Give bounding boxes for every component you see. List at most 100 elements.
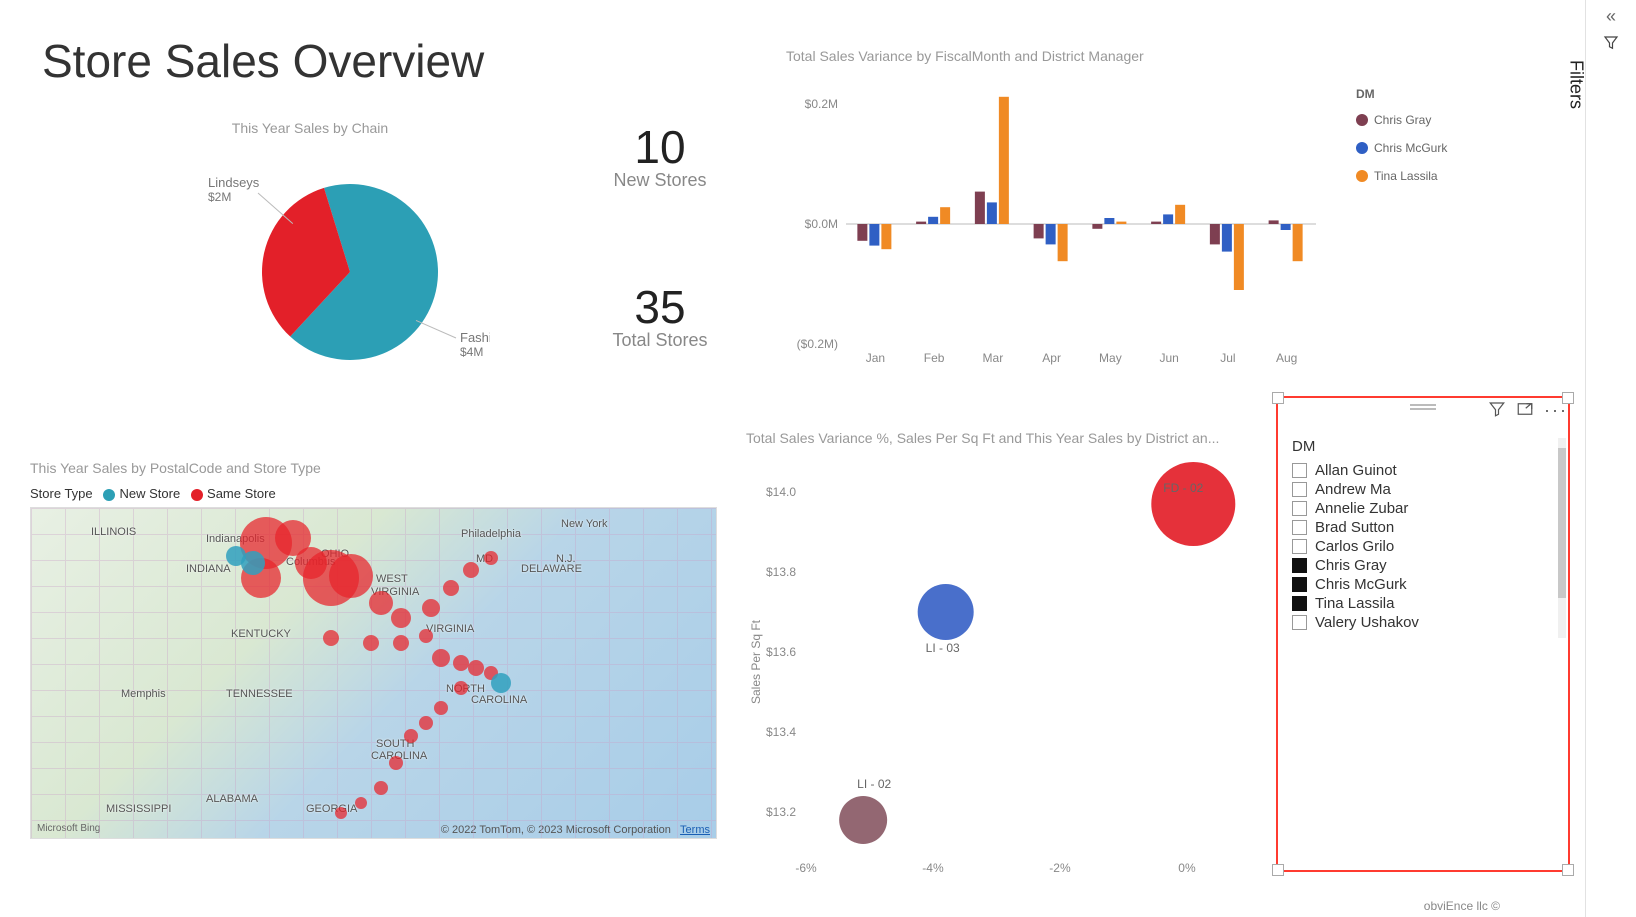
drag-handle-icon[interactable]	[1410, 404, 1436, 410]
checkbox-icon[interactable]	[1292, 463, 1307, 478]
map-bubble-same-store[interactable]	[454, 681, 468, 695]
variance-title: Total Sales Variance by FiscalMonth and …	[786, 48, 1486, 64]
slicer-item[interactable]: Carlos Grilo	[1292, 537, 1554, 556]
dm-slicer[interactable]: ··· DM Allan GuinotAndrew Ma Annelie Zuba…	[1276, 396, 1570, 872]
slicer-item[interactable]: Chris McGurk	[1292, 575, 1554, 594]
filter-icon[interactable]	[1488, 400, 1506, 418]
more-options-icon[interactable]: ···	[1544, 400, 1562, 418]
slicer-item[interactable]: Valery Ushakov	[1292, 613, 1554, 632]
slicer-scrollbar-thumb[interactable]	[1558, 448, 1566, 598]
expand-filters-icon[interactable]: «	[1606, 6, 1616, 27]
resize-handle-tl[interactable]	[1272, 392, 1284, 404]
map-bubble-same-store[interactable]	[434, 701, 448, 715]
map-legend-dot-same	[191, 489, 203, 501]
svg-text:$4M: $4M	[460, 345, 483, 359]
variance-svg: $0.2M$0.0M($0.2M)JanFebMarAprMayJunJulAu…	[786, 68, 1486, 368]
slicer-item[interactable]: Tina Lassila	[1292, 594, 1554, 613]
slicer-item[interactable]: Annelie Zubar	[1292, 499, 1554, 518]
slicer-item[interactable]: Chris Gray	[1292, 556, 1554, 575]
svg-text:FD - 02: FD - 02	[1163, 481, 1203, 495]
slicer-scrollbar[interactable]	[1558, 438, 1566, 638]
map-bubble-same-store[interactable]	[432, 649, 450, 667]
map-bubble-same-store[interactable]	[369, 591, 393, 615]
resize-handle-bl[interactable]	[1272, 864, 1284, 876]
svg-text:-2%: -2%	[1049, 861, 1071, 875]
map-legend-dot-new	[103, 489, 115, 501]
kpi-total-stores-label: Total Stores	[580, 330, 740, 351]
map-bubble-same-store[interactable]	[393, 635, 409, 651]
scatter-title: Total Sales Variance %, Sales Per Sq Ft …	[746, 430, 1236, 446]
focus-mode-icon[interactable]	[1516, 400, 1534, 418]
svg-text:Tina Lassila: Tina Lassila	[1374, 169, 1438, 183]
map-bubble-same-store[interactable]	[468, 660, 484, 676]
checkbox-icon[interactable]	[1292, 501, 1307, 516]
kpi-new-stores-value: 10	[590, 120, 730, 174]
svg-text:DM: DM	[1356, 87, 1375, 101]
map-bubble-same-store[interactable]	[389, 756, 403, 770]
map-bubble-same-store[interactable]	[422, 599, 440, 617]
slicer-item[interactable]: Brad Sutton	[1292, 518, 1554, 537]
filters-icon	[1602, 34, 1620, 52]
map-bubble-same-store[interactable]	[453, 655, 469, 671]
svg-text:$13.8: $13.8	[766, 565, 796, 579]
svg-text:$13.6: $13.6	[766, 645, 796, 659]
checkbox-icon[interactable]	[1292, 520, 1307, 535]
svg-text:Fashions Direct: Fashions Direct	[460, 330, 490, 345]
scatter-chart: Total Sales Variance %, Sales Per Sq Ft …	[746, 430, 1236, 870]
slicer-item-label: Chris Gray	[1315, 557, 1387, 574]
map-bubble-same-store[interactable]	[329, 554, 373, 598]
map-visual[interactable]: Microsoft Bing © 2022 TomTom, © 2023 Mic…	[30, 507, 717, 839]
footer-credit: obviEnce llc ©	[1424, 899, 1500, 913]
svg-text:Jul: Jul	[1220, 351, 1235, 365]
map-bubble-same-store[interactable]	[323, 630, 339, 646]
svg-text:0%: 0%	[1178, 861, 1196, 875]
slicer-item-label: Tina Lassila	[1315, 595, 1394, 612]
map-bubble-same-store[interactable]	[484, 551, 498, 565]
map-bubble-new-store[interactable]	[491, 673, 511, 693]
slicer-item-label: Annelie Zubar	[1315, 500, 1408, 517]
slicer-toolbar: ···	[1488, 400, 1562, 418]
svg-text:$0.2M: $0.2M	[805, 97, 838, 111]
svg-text:Lindseys: Lindseys	[208, 175, 260, 190]
kpi-new-stores-label: New Stores	[590, 170, 730, 191]
svg-text:-4%: -4%	[922, 861, 944, 875]
page-title: Store Sales Overview	[42, 34, 484, 88]
map-bubble-same-store[interactable]	[404, 729, 418, 743]
svg-text:LI - 02: LI - 02	[857, 777, 891, 791]
filters-pane-collapsed[interactable]: « Filters	[1585, 0, 1636, 917]
checkbox-icon[interactable]	[1292, 558, 1307, 573]
svg-text:Mar: Mar	[983, 351, 1004, 365]
map-title: This Year Sales by PostalCode and Store …	[30, 460, 720, 476]
map-bubble-same-store[interactable]	[363, 635, 379, 651]
map-bubble-same-store[interactable]	[419, 716, 433, 730]
map-bubble-same-store[interactable]	[463, 562, 479, 578]
svg-text:$0.0M: $0.0M	[805, 217, 838, 231]
slicer-item[interactable]: Allan Guinot	[1292, 461, 1554, 480]
checkbox-icon[interactable]	[1292, 577, 1307, 592]
checkbox-icon[interactable]	[1292, 615, 1307, 630]
map-bubble-same-store[interactable]	[443, 580, 459, 596]
slicer-item-label: Andrew Ma	[1315, 481, 1391, 498]
map-bubble-same-store[interactable]	[391, 608, 411, 628]
resize-handle-br[interactable]	[1562, 864, 1574, 876]
map-bubble-same-store[interactable]	[335, 807, 347, 819]
kpi-total-stores: 35 Total Stores	[580, 280, 740, 351]
svg-text:Feb: Feb	[924, 351, 945, 365]
map-bubble-new-store[interactable]	[226, 546, 246, 566]
svg-text:($0.2M): ($0.2M)	[797, 337, 838, 351]
slicer-item[interactable]: Andrew Ma	[1292, 480, 1554, 499]
pie-title: This Year Sales by Chain	[130, 120, 490, 136]
checkbox-icon[interactable]	[1292, 482, 1307, 497]
map-legend-same: Same Store	[207, 486, 276, 501]
variance-chart: Total Sales Variance by FiscalMonth and …	[786, 48, 1486, 368]
svg-text:$14.0: $14.0	[766, 485, 796, 499]
svg-text:Sales Per Sq Ft: Sales Per Sq Ft	[749, 619, 763, 704]
svg-text:$13.4: $13.4	[766, 725, 796, 739]
map-bubble-same-store[interactable]	[419, 629, 433, 643]
svg-text:Apr: Apr	[1042, 351, 1061, 365]
checkbox-icon[interactable]	[1292, 539, 1307, 554]
slicer-heading: DM	[1292, 438, 1554, 455]
map-bubble-same-store[interactable]	[355, 797, 367, 809]
checkbox-icon[interactable]	[1292, 596, 1307, 611]
map-bubble-same-store[interactable]	[374, 781, 388, 795]
